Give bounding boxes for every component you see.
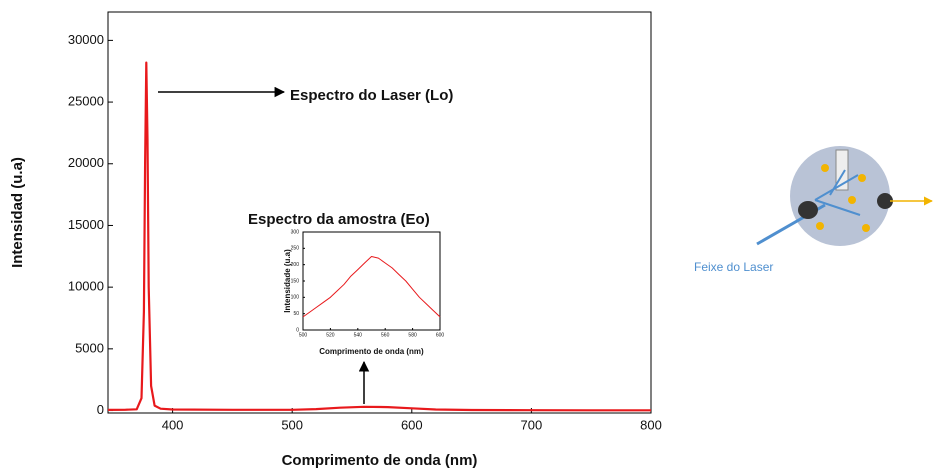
annotation: Espectro do Laser (Lo) [290,87,453,104]
sample-diagram: Feixe do Laser [694,146,933,274]
y-tick-label: 0 [296,327,299,333]
x-tick-label: 700 [521,417,543,432]
series-line [107,61,651,412]
lens [798,201,818,219]
y-tick-label: 300 [291,229,300,235]
x-axis-label: Comprimento de onda (nm) [282,452,478,469]
x-tick-label: 560 [381,332,390,338]
y-tick-label: 10000 [68,279,104,294]
x-tick-label: 520 [326,332,335,338]
y-tick-label: 200 [291,262,300,268]
x-tick-label: 500 [299,332,308,338]
y-axis-label: Intensidade (u.a) [283,249,292,313]
annotation: Espectro da amostra (Eo) [248,211,430,228]
y-tick-label: 5000 [75,340,104,355]
y-tick-label: 50 [293,311,299,317]
y-tick-label: 15000 [68,217,104,232]
lens [877,193,893,209]
y-axis-label: Intensidad (u.a) [9,157,26,268]
x-axis-label: Comprimento de onda (nm) [319,347,424,356]
y-tick-label: 20000 [68,155,104,170]
x-tick-label: 400 [162,417,184,432]
y-tick-label: 25000 [68,94,104,109]
y-tick-label: 150 [291,278,300,284]
x-tick-label: 580 [408,332,417,338]
x-tick-label: 800 [640,417,662,432]
x-tick-label: 600 [401,417,423,432]
y-tick-label: 250 [291,246,300,252]
plot-frame [107,11,652,414]
y-tick-label: 100 [291,295,300,301]
scatter-rays [814,169,861,216]
series-line [302,256,441,318]
y-tick-label: 0 [97,402,104,417]
x-tick-label: 500 [281,417,303,432]
x-tick-label: 600 [436,332,445,338]
x-tick-label: 540 [354,332,363,338]
sample-chamber [790,146,890,246]
diagram-label: Feixe do Laser [694,260,773,274]
plot-frame [302,231,441,331]
y-tick-label: 30000 [68,32,104,47]
